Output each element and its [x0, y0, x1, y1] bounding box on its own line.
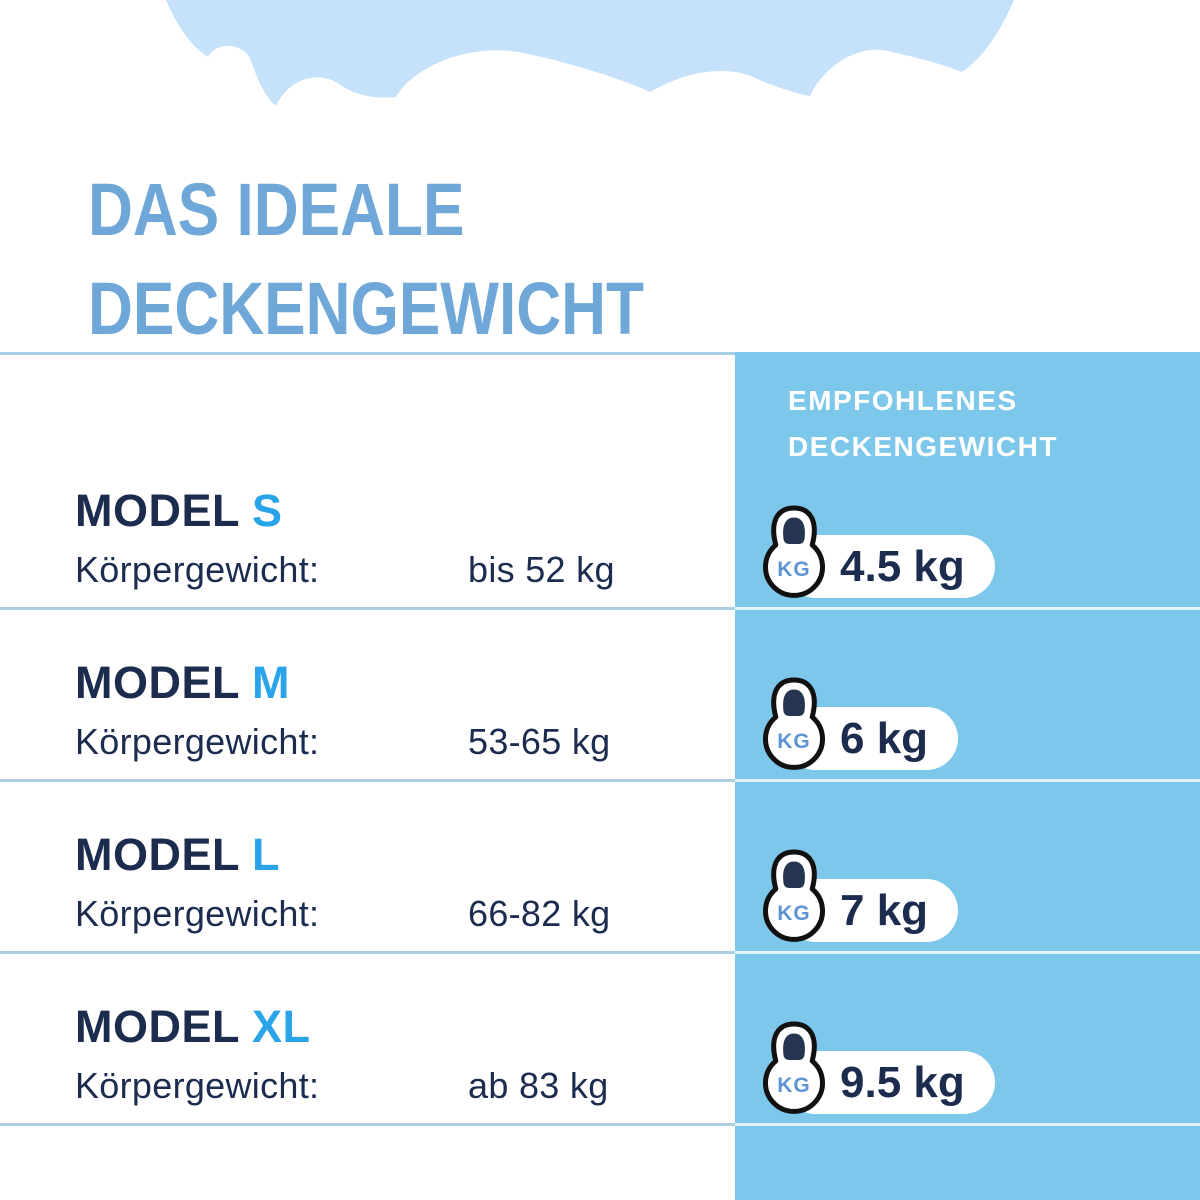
body-weight-label: Körpergewicht:	[75, 549, 320, 590]
body-weight-label: Körpergewicht:	[75, 1065, 320, 1106]
body-weight-line: Körpergewicht: 66-82 kg	[75, 893, 705, 935]
blanket-weight-badge: KG 7 kg	[760, 848, 959, 942]
blanket-weight-badge: KG 9.5 kg	[760, 1020, 995, 1114]
kettlebell-icon: KG	[763, 849, 825, 942]
body-weight-value: 66-82 kg	[468, 893, 611, 934]
table-footer-left	[0, 1126, 735, 1200]
body-weight-line: Körpergewicht: ab 83 kg	[75, 1065, 705, 1107]
model-prefix: MODEL	[75, 1001, 240, 1052]
size-table: MODEL S Körpergewicht: bis 52 kg EMPFOHLE…	[0, 352, 1200, 1200]
table-row-model-xl-left: MODEL XL Körpergewicht: ab 83 kg	[0, 954, 735, 1126]
body-weight-label: Körpergewicht:	[75, 893, 320, 934]
model-title: MODEL L	[75, 829, 705, 881]
table-row-model-s-left: MODEL S Körpergewicht: bis 52 kg	[0, 352, 735, 610]
body-weight-line: Körpergewicht: 53-65 kg	[75, 721, 705, 763]
model-prefix: MODEL	[75, 829, 240, 880]
blanket-weight-badge: KG 6 kg	[760, 676, 959, 770]
table-footer-right	[735, 1126, 1200, 1200]
blanket-weight-badge: KG 4.5 kg	[760, 504, 995, 598]
kg-icon-label: KG	[777, 902, 811, 925]
model-prefix: MODEL	[75, 657, 240, 708]
body-weight-value: 53-65 kg	[468, 721, 611, 762]
kettlebell-icon: KG	[763, 1021, 825, 1114]
model-size-letter: L	[252, 829, 280, 880]
column-header-line1: EMPFOHLENES	[788, 385, 1018, 416]
model-size-letter: S	[252, 485, 283, 536]
kettlebell-icon: KG	[763, 505, 825, 598]
model-title: MODEL S	[75, 485, 705, 537]
table-row-model-m-left: MODEL M Körpergewicht: 53-65 kg	[0, 610, 735, 782]
table-row-model-xl-right: KG 9.5 kg	[735, 954, 1200, 1126]
body-weight-value: ab 83 kg	[468, 1065, 609, 1106]
kg-icon-label: KG	[777, 1074, 811, 1097]
kg-icon-label: KG	[777, 730, 811, 753]
body-weight-line: Körpergewicht: bis 52 kg	[75, 549, 705, 591]
body-weight-label: Körpergewicht:	[75, 721, 320, 762]
model-title: MODEL M	[75, 657, 705, 709]
page-title: DAS IDEALE DECKENGEWICHT	[88, 160, 644, 358]
model-size-letter: M	[252, 657, 290, 708]
blanket-weight-pill: 9.5 kg	[784, 1051, 995, 1114]
table-row-model-l-left: MODEL L Körpergewicht: 66-82 kg	[0, 782, 735, 954]
page-title-line1: DAS IDEALE	[88, 168, 465, 251]
column-header: EMPFOHLENES DECKENGEWICHT	[760, 352, 1078, 471]
table-row-model-m-right: KG 6 kg	[735, 610, 1200, 782]
page-title-line2: DECKENGEWICHT	[88, 267, 644, 351]
model-prefix: MODEL	[75, 485, 240, 536]
table-row-model-s-right: EMPFOHLENES DECKENGEWICHT KG 4.5 kg	[735, 352, 1200, 610]
model-size-letter: XL	[252, 1001, 311, 1052]
blanket-weight-pill: 4.5 kg	[784, 535, 995, 598]
body-weight-value: bis 52 kg	[468, 549, 615, 590]
kg-icon-label: KG	[777, 558, 811, 581]
cloud-shape	[166, 0, 1014, 106]
kettlebell-icon: KG	[763, 677, 825, 770]
model-title: MODEL XL	[75, 1001, 705, 1053]
table-row-model-l-right: KG 7 kg	[735, 782, 1200, 954]
column-header-line2: DECKENGEWICHT	[788, 431, 1058, 463]
